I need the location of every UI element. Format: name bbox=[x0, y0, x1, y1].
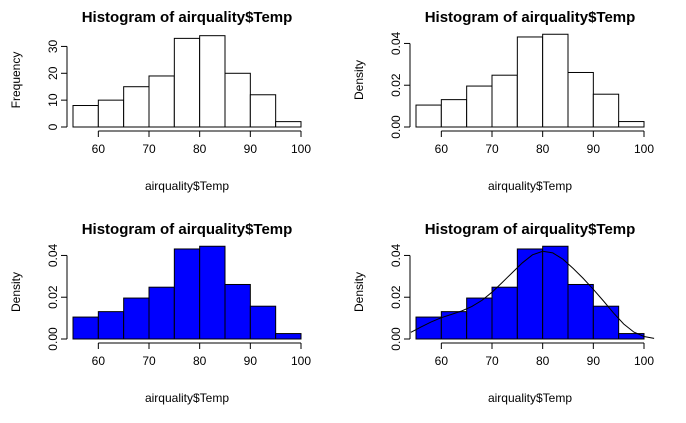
x-tick-label: 90 bbox=[587, 142, 601, 156]
y-tick-label: 0.00 bbox=[389, 327, 403, 351]
histogram-bar bbox=[123, 86, 150, 128]
y-tick-label: 0.00 bbox=[46, 327, 60, 351]
histogram-bar bbox=[123, 297, 150, 340]
histogram-bar bbox=[275, 333, 302, 340]
y-tick-label: 0.04 bbox=[46, 243, 60, 267]
x-tick-label: 100 bbox=[634, 142, 654, 156]
y-tick-label: 0.02 bbox=[389, 73, 403, 97]
histogram-bar bbox=[567, 71, 594, 128]
x-tick-label: 80 bbox=[193, 142, 207, 156]
histogram-bar bbox=[491, 286, 518, 340]
x-tick-label: 80 bbox=[536, 142, 550, 156]
x-tick-label: 90 bbox=[587, 354, 601, 368]
x-tick-label: 80 bbox=[536, 354, 550, 368]
histogram-bar bbox=[249, 94, 277, 128]
plot-title: Histogram of airquality$Temp bbox=[425, 221, 636, 238]
y-axis-label: Density bbox=[352, 272, 366, 312]
histogram-bar bbox=[275, 121, 302, 128]
histogram-bar bbox=[466, 85, 493, 128]
x-tick-label: 60 bbox=[92, 354, 106, 368]
y-axis-label: Density bbox=[9, 272, 23, 312]
x-tick-label: 70 bbox=[485, 142, 499, 156]
x-tick-label: 60 bbox=[435, 354, 449, 368]
histogram-bar bbox=[440, 311, 468, 340]
y-tick-label: 0.02 bbox=[46, 285, 60, 309]
histogram-bar bbox=[618, 121, 645, 128]
histogram-bar bbox=[516, 248, 544, 340]
y-axis-label: Frequency bbox=[9, 52, 23, 109]
x-tick-label: 90 bbox=[244, 354, 258, 368]
y-tick-label: 0.02 bbox=[389, 285, 403, 309]
histogram-bar bbox=[199, 35, 226, 128]
histogram-bar bbox=[97, 311, 125, 340]
x-tick-label: 70 bbox=[142, 142, 156, 156]
x-tick-label: 90 bbox=[244, 142, 258, 156]
histogram-panel-4: 60 70 80 90 100 0.00 0.02 0.04 Histogram of airq… bbox=[352, 221, 654, 405]
x-axis-label: airquality$Temp bbox=[145, 179, 229, 193]
y-tick-label: 30 bbox=[46, 39, 60, 53]
histogram-bar bbox=[466, 297, 493, 340]
histogram-bar bbox=[173, 248, 201, 340]
histogram-bar bbox=[542, 245, 569, 340]
y-tick-label: 0.04 bbox=[389, 31, 403, 55]
x-axis-label: airquality$Temp bbox=[488, 179, 572, 193]
histogram-panel-3: 60 70 80 90 100 0.00 0.02 0.04 Histogram of airq… bbox=[9, 221, 311, 405]
histogram-bar bbox=[249, 305, 277, 340]
histogram-bar bbox=[592, 93, 620, 128]
histogram-bar bbox=[440, 99, 468, 128]
histogram-bar bbox=[148, 286, 175, 340]
density-curve bbox=[410, 250, 655, 339]
y-tick-label: 0.00 bbox=[389, 115, 403, 139]
y-tick-label: 0 bbox=[46, 123, 60, 130]
histogram-bar bbox=[72, 105, 99, 128]
plot-title: Histogram of airquality$Temp bbox=[425, 9, 636, 26]
x-tick-label: 80 bbox=[193, 354, 207, 368]
x-axis-label: airquality$Temp bbox=[145, 391, 229, 405]
histogram-bar bbox=[148, 75, 175, 128]
x-tick-label: 100 bbox=[634, 354, 654, 368]
y-axis-label: Density bbox=[352, 60, 366, 100]
histogram-bar bbox=[97, 99, 125, 128]
histogram-bar bbox=[567, 283, 594, 340]
histogram-bar bbox=[224, 283, 251, 340]
histogram-bar bbox=[542, 33, 569, 128]
x-tick-label: 100 bbox=[291, 354, 311, 368]
histogram-bar bbox=[199, 245, 226, 340]
x-tick-label: 60 bbox=[435, 142, 449, 156]
x-axis-label: airquality$Temp bbox=[488, 391, 572, 405]
histogram-bar bbox=[415, 104, 442, 128]
plot-title: Histogram of airquality$Temp bbox=[82, 9, 293, 26]
y-tick-label: 10 bbox=[46, 93, 60, 107]
y-tick-label: 20 bbox=[46, 66, 60, 80]
x-tick-label: 70 bbox=[142, 354, 156, 368]
histogram-panel-2: 60 70 80 90 100 0.00 0.02 0.04 Histogram of airq… bbox=[352, 9, 654, 193]
y-tick-label: 0.04 bbox=[389, 243, 403, 267]
x-tick-label: 100 bbox=[291, 142, 311, 156]
histogram-bar bbox=[173, 37, 201, 128]
histogram-bar bbox=[491, 74, 518, 128]
histogram-bar bbox=[72, 316, 99, 340]
histogram-panel-1: 60 70 80 90 100 0 10 20 30 Histogram of airqualit… bbox=[9, 9, 311, 193]
histogram-bar bbox=[516, 36, 544, 128]
x-tick-label: 60 bbox=[92, 142, 106, 156]
histogram-bar bbox=[224, 72, 251, 128]
x-tick-label: 70 bbox=[485, 354, 499, 368]
histogram-bar bbox=[592, 305, 620, 340]
plot-title: Histogram of airquality$Temp bbox=[82, 221, 293, 238]
